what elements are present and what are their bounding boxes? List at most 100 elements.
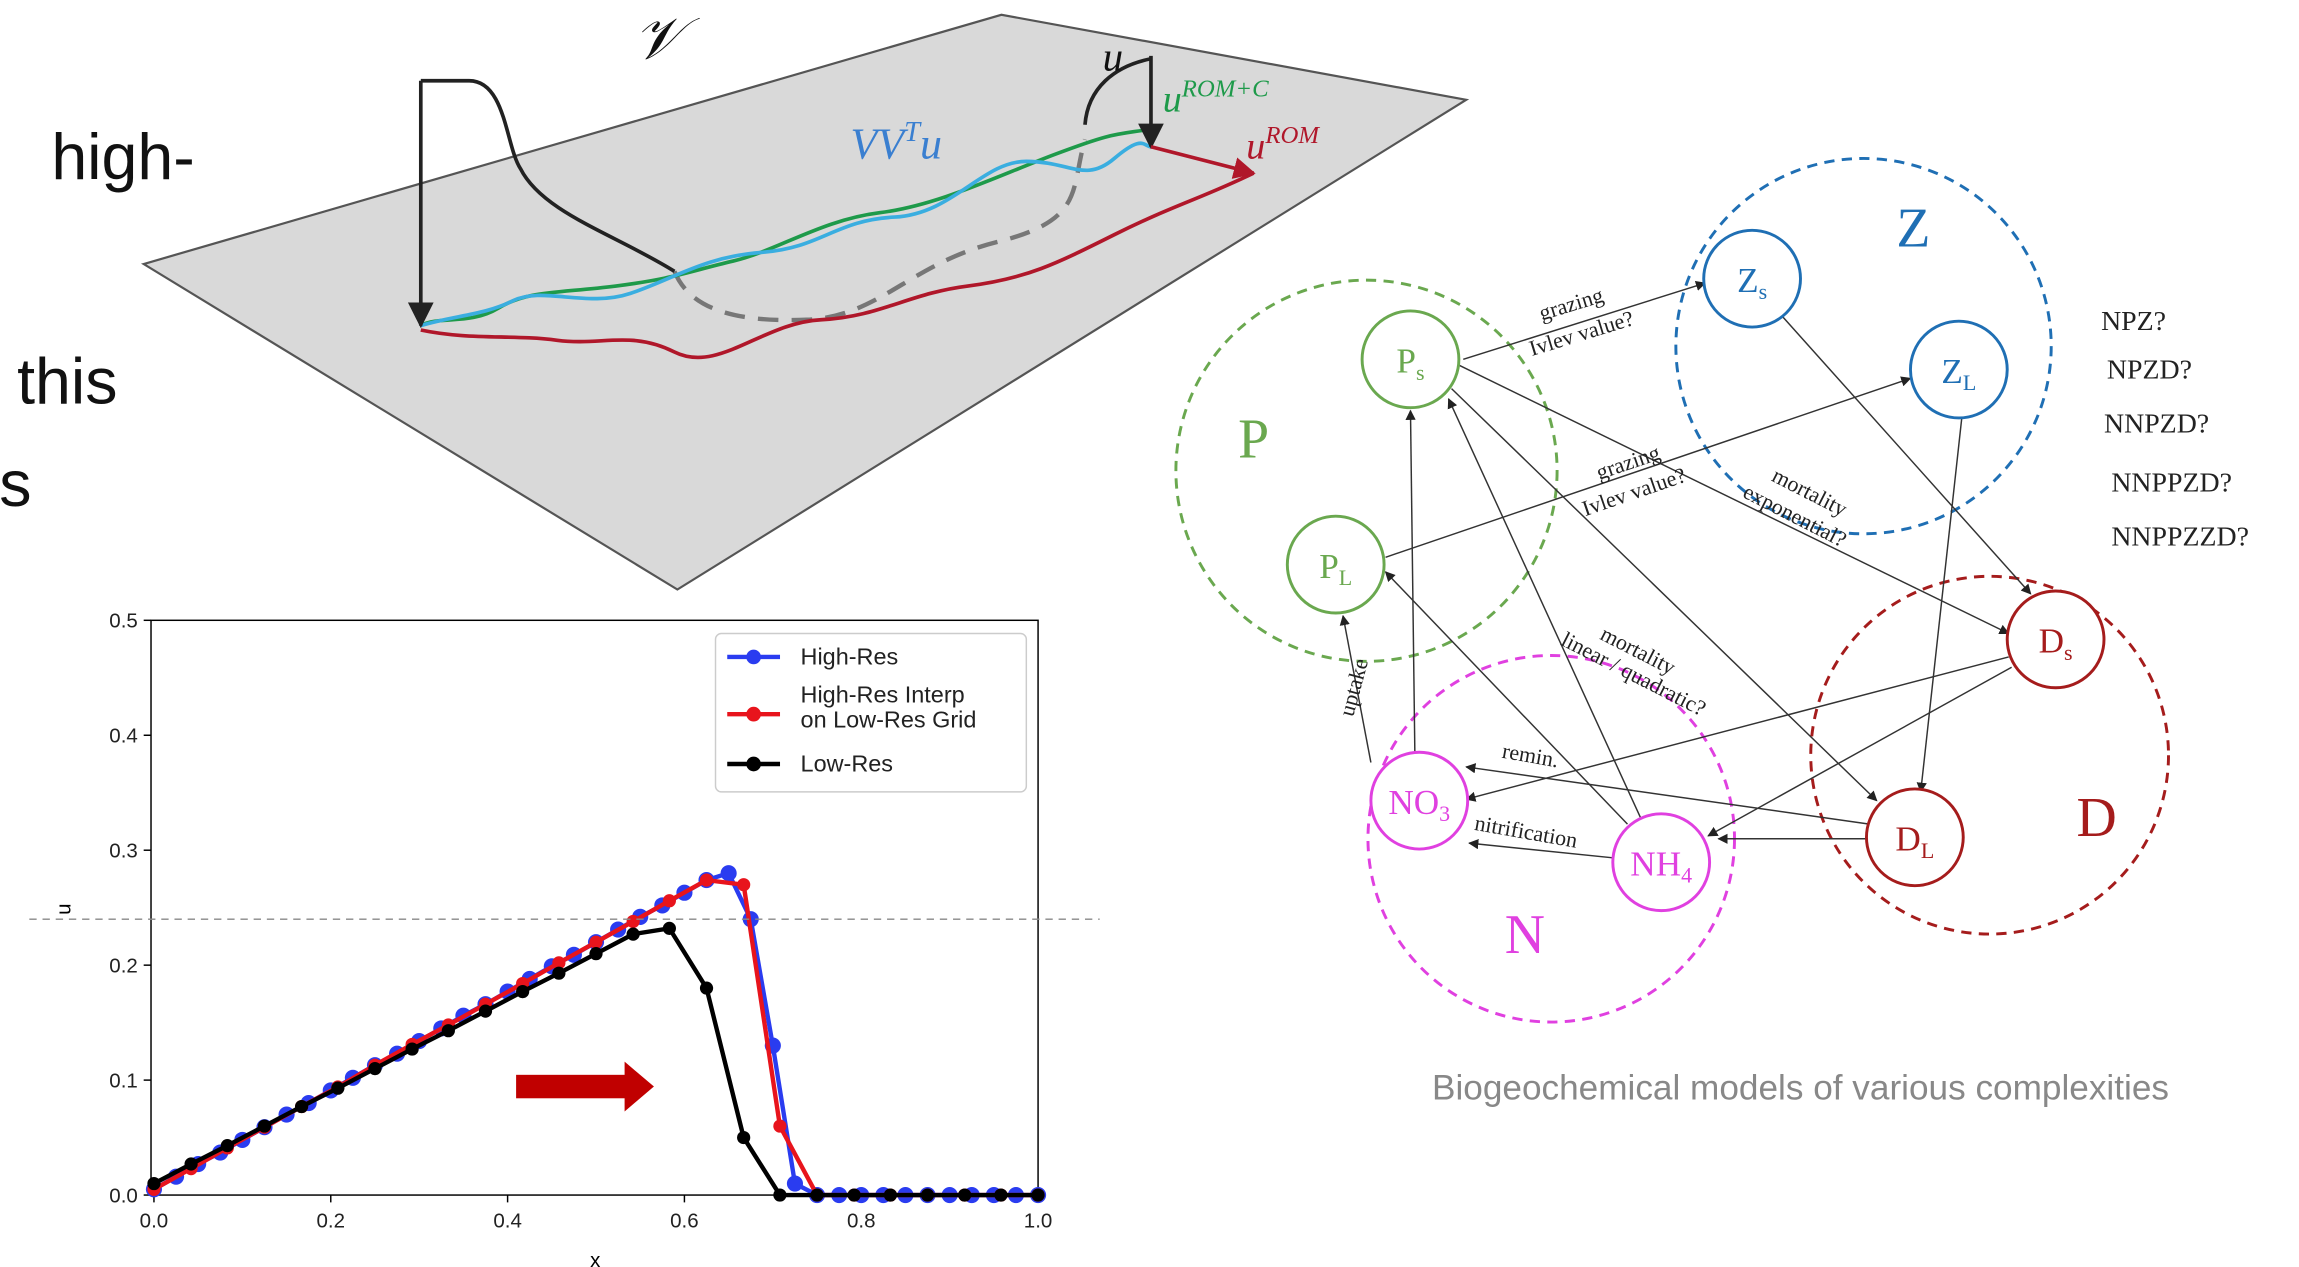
data-point [221,1139,234,1152]
page: high-r, thisns𝒱uuROM+CVVTuuROM0.00.10.20… [0,0,2299,1267]
node-label-main: NH [1630,844,1681,883]
y-tick-label: 0.0 [109,1184,138,1207]
group-label: N [1505,904,1545,966]
y-tick-label: 0.2 [109,954,138,977]
red-arrow [516,1075,627,1098]
series-line [154,873,1038,1195]
series-line [154,880,1038,1195]
y-tick-label: 0.5 [109,610,138,633]
data-point [552,967,565,980]
data-point [663,922,676,935]
data-point [994,1188,1007,1201]
model-name: NNPPZD? [2111,467,2232,498]
edge-label: remin. [1500,738,1560,772]
legend-marker [746,707,761,722]
node-label-main: Z [1737,261,1759,300]
legend-label: Low-Res [801,750,893,776]
data-point [627,928,640,941]
edge-arrow [1410,411,1414,756]
data-point [627,915,640,928]
slide: high-r, thisns𝒱uuROM+CVVTuuROM0.00.10.20… [0,0,2299,1267]
data-point [295,1100,308,1113]
subspace-label: 𝒱 [633,7,700,72]
data-point [406,1042,419,1055]
u-label: u [1103,33,1124,79]
node-label-main: P [1319,547,1339,586]
model-name: NPZD? [2107,354,2192,385]
caption: Biogeochemical models of various complex… [1432,1069,2169,1108]
node-label-main: D [1895,819,1920,858]
data-point [700,873,713,886]
data-point [516,985,529,998]
model-name: NNPPZZD? [2111,522,2249,553]
node-label-sub: L [1339,565,1352,590]
x-tick-label: 0.4 [493,1209,522,1232]
node-label-sub: L [1921,838,1934,863]
data-point [1031,1188,1044,1201]
data-point [368,1062,381,1075]
slide-text: high- [51,121,194,193]
data-point [331,1082,344,1095]
y-tick-label: 0.3 [109,840,138,863]
slide-text: r, this [0,345,117,417]
edge-label: uptake [1334,656,1373,719]
edge-arrow [1921,418,1962,792]
data-point [773,1119,786,1132]
group-label: D [2077,787,2117,849]
data-point [663,894,676,907]
node-label-main: Z [1941,352,1963,391]
x-tick-label: 1.0 [1024,1209,1053,1232]
node-label-sub: s [1759,279,1768,304]
data-point [773,1188,786,1201]
node-label-sub: 3 [1439,801,1450,826]
y-axis-label: u [52,903,75,914]
label-superscript: ROM+C [1181,75,1269,102]
x-tick-label: 0.6 [670,1209,699,1232]
x-tick-label: 0.8 [847,1209,876,1232]
legend-label: High-Res Interpon Low-Res Grid [801,681,977,732]
model-name: NPZ? [2101,306,2166,337]
node-label-sub: s [2064,640,2073,665]
node-label-sub: L [1963,370,1976,395]
data-point [958,1188,971,1201]
legend-marker [746,650,761,665]
slide-text: ns [0,448,31,520]
data-point [810,1188,823,1201]
node-label-main: D [2039,622,2064,661]
data-point [737,1131,750,1144]
node-label-main: NO [1388,783,1439,822]
data-point [848,1188,861,1201]
red-arrow-head [625,1062,654,1112]
data-point [589,936,602,949]
data-point [700,982,713,995]
data-point [921,1188,934,1201]
label-tail: u [920,119,942,168]
y-tick-label: 0.1 [109,1069,138,1092]
node-label-main: P [1396,342,1416,381]
group-label: P [1238,409,1269,471]
data-point [442,1024,455,1037]
label-base: u [1163,79,1182,121]
label-base: u [1246,125,1265,167]
projection-label: VVTu [850,117,942,169]
legend-label: High-Res [801,643,899,669]
x-tick-label: 0.2 [317,1209,346,1232]
label-base: VV [850,119,909,168]
x-axis-label: x [590,1249,601,1267]
edge-arrow [1708,667,2012,836]
label-superscript: ROM [1264,122,1320,149]
group-label: Z [1896,197,1930,259]
edge-label: nitrification [1473,810,1580,853]
data-point [737,878,750,891]
data-point [787,1175,803,1191]
data-point [184,1157,197,1170]
x-tick-label: 0.0 [140,1209,169,1232]
group-circle [1811,576,2169,934]
legend-marker [746,757,761,772]
data-point [479,1005,492,1018]
y-tick-label: 0.4 [109,725,138,748]
data-point [884,1188,897,1201]
series-line [154,928,1038,1195]
node-label-sub: 4 [1681,863,1692,888]
data-point [147,1177,160,1190]
